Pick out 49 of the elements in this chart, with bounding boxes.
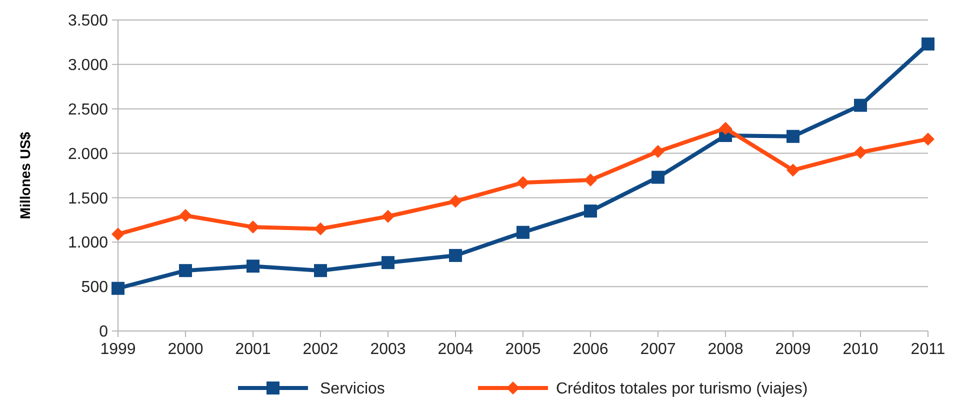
x-tick-label: 2003 (370, 341, 406, 358)
point (922, 132, 934, 146)
point (112, 228, 124, 241)
y-axis-title: Millones US$ (17, 132, 33, 220)
point (382, 256, 394, 270)
point (516, 226, 530, 239)
point (584, 173, 597, 186)
point (246, 220, 260, 234)
point (584, 204, 597, 218)
point (854, 98, 867, 112)
point (449, 194, 462, 208)
y-tick-label: 3.500 (68, 12, 108, 30)
y-tick-label: 3.000 (68, 57, 108, 74)
point (652, 145, 664, 158)
x-tick-label: 2009 (775, 341, 811, 358)
point (179, 264, 192, 278)
point (246, 260, 260, 273)
x-tick-label: 2008 (708, 341, 744, 358)
point (652, 170, 664, 184)
x-tick-label: 1999 (100, 341, 136, 358)
y-tick-label: 2.000 (68, 146, 108, 163)
x-tick-label: 2000 (168, 341, 204, 358)
y-tick-label: 500 (81, 279, 108, 296)
point (786, 130, 800, 143)
x-tick-label: 2002 (302, 341, 338, 358)
x-tick-label: 2001 (235, 341, 271, 358)
x-tick-label: 2005 (505, 341, 541, 358)
point (854, 146, 867, 159)
x-tick-label: 2004 (438, 341, 474, 358)
x-tick-label: 2006 (572, 341, 608, 358)
point (179, 208, 192, 222)
x-tick-label: 2011 (910, 341, 946, 358)
point (516, 176, 530, 190)
point (449, 248, 462, 262)
point (922, 37, 934, 50)
y-tick-label: 2.500 (68, 101, 108, 118)
x-tick-label: 2007 (640, 341, 676, 358)
y-tick-label: 0 (99, 324, 108, 341)
point (314, 222, 327, 236)
point (314, 264, 327, 278)
y-tick-label: 1.000 (68, 234, 108, 252)
point (719, 122, 732, 135)
x-tick-label: 2010 (842, 341, 878, 358)
point (786, 164, 800, 177)
legend-label: Créditos totales por turismo (viajes) (556, 380, 808, 398)
y-tick-label: 1.500 (68, 190, 108, 208)
point (112, 282, 124, 295)
legend-label: Servicios (320, 380, 385, 398)
point (382, 210, 394, 223)
